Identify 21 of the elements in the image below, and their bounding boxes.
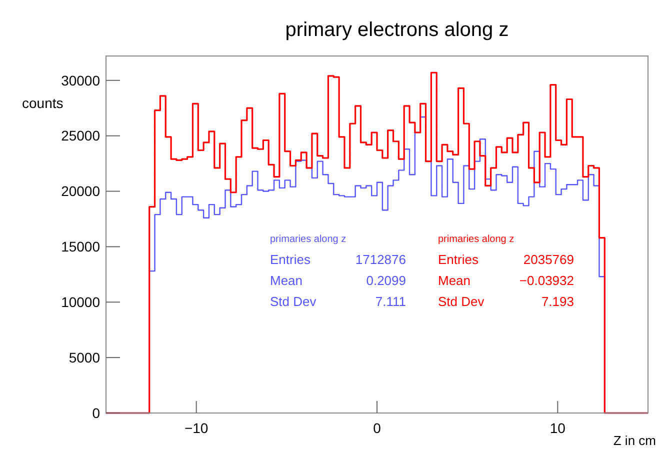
y-tick-label: 25000 [61, 128, 100, 144]
text: Mean −0.03932 [438, 273, 574, 288]
y-axis-title: counts [22, 95, 64, 111]
text: Entries 1712876 [270, 252, 406, 267]
y-tick-label: 20000 [61, 183, 100, 200]
annotation: primaries along z [438, 234, 514, 245]
y-tick-label: 5000 [68, 349, 100, 366]
y-tick-label: 10000 [61, 294, 100, 310]
chart-title: primary electrons along z [285, 19, 509, 41]
annotation: primaries along z [270, 234, 346, 245]
text: Entries 2035769 [438, 252, 574, 267]
x-tick-label: 0 [373, 420, 382, 436]
x-axis-title: Z in cm [613, 433, 656, 448]
x-tick-label: 10 [550, 420, 566, 436]
text: Std Dev 7.111 [270, 294, 406, 309]
text: Std Dev 7.193 [438, 294, 574, 309]
y-tick-label: 30000 [61, 72, 100, 88]
x-tick-label: −10 [184, 420, 208, 436]
y-tick-label: 0 [92, 404, 100, 421]
text: Mean 0.2099 [270, 273, 406, 288]
y-tick-label: 15000 [61, 238, 100, 255]
